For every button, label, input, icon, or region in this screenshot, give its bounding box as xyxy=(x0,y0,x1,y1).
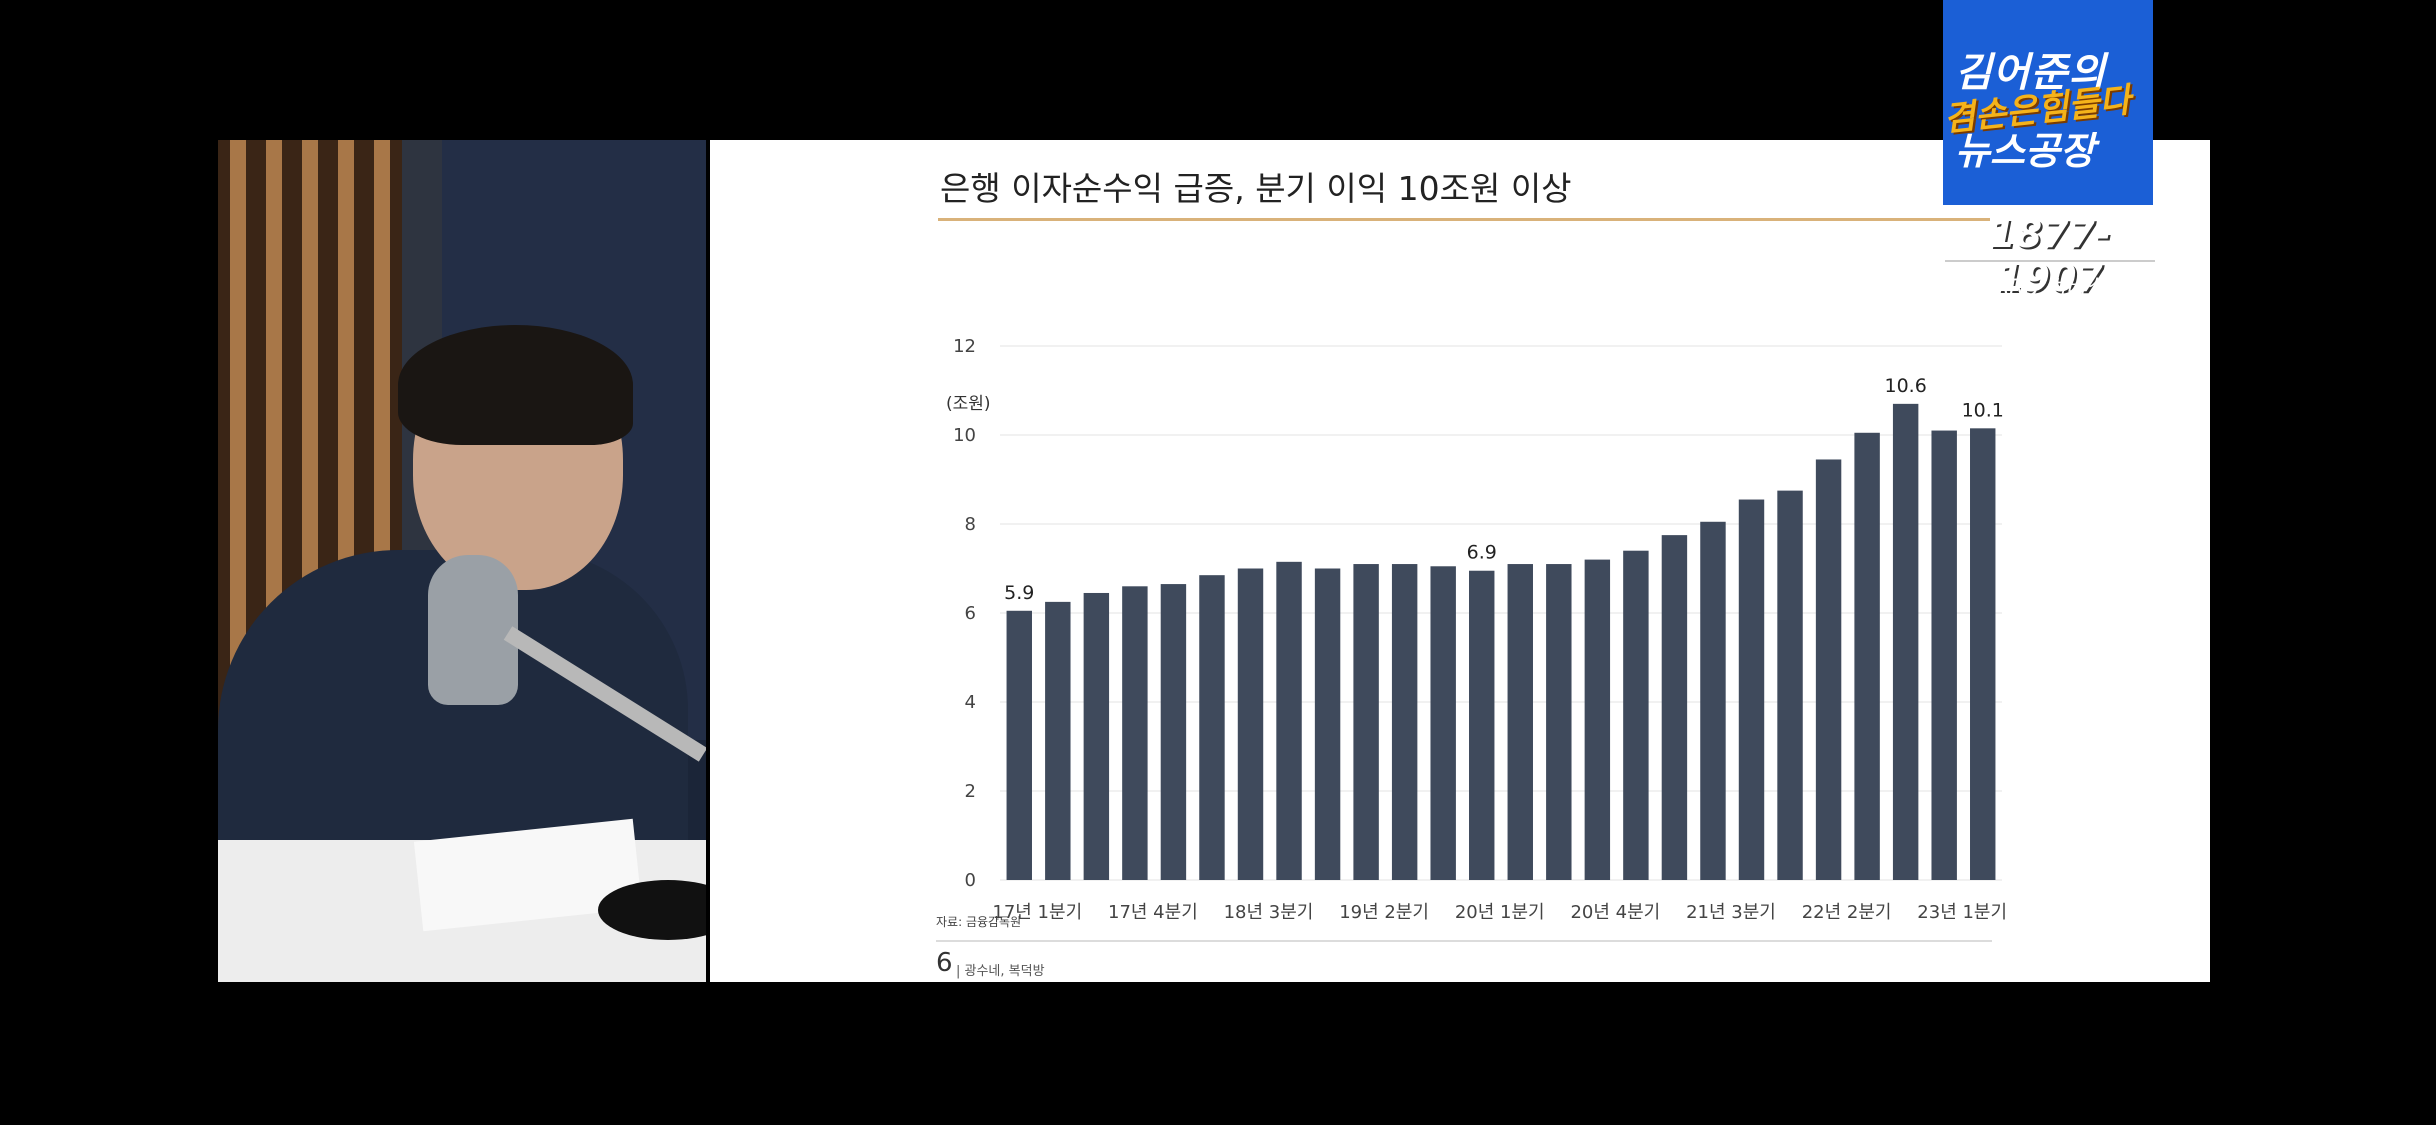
label-layer: 17년 1분기 17년 4분기 18년 3분기 19년 2분기 20년 1분기 20년 4… xyxy=(992,375,2007,920)
bar xyxy=(1160,584,1187,880)
program-logo: 김어준의 겸손은힘들다 뉴스공장 xyxy=(1942,0,2153,205)
bar xyxy=(1970,428,1996,880)
bar xyxy=(1083,592,1110,880)
bar xyxy=(1199,575,1225,880)
bar xyxy=(1854,432,1880,880)
y-tick-label: 0 xyxy=(965,870,976,891)
page-number: 6 xyxy=(936,948,953,978)
x-tick-label: 20년 4분기 xyxy=(1570,902,1660,920)
y-tick-label: 8 xyxy=(965,514,976,535)
bar xyxy=(1276,561,1302,880)
x-tick-label: 21년 3분기 xyxy=(1686,902,1776,920)
bar xyxy=(1892,403,1919,880)
wood-slat xyxy=(266,140,282,720)
bar xyxy=(1430,566,1456,880)
bar xyxy=(1353,564,1379,880)
bar xyxy=(1469,570,1495,880)
bar xyxy=(1623,550,1649,880)
bar xyxy=(1507,564,1533,880)
bar xyxy=(1314,568,1341,880)
x-tick-label: 17년 1분기 xyxy=(992,902,1082,920)
bar xyxy=(1738,499,1765,880)
x-tick-label: 20년 1분기 xyxy=(1455,902,1545,920)
microphone-base xyxy=(598,880,706,940)
microphone xyxy=(428,555,518,705)
host-hair xyxy=(398,325,633,445)
y-unit-label: (조원) xyxy=(946,394,991,414)
x-tick-label: 19년 2분기 xyxy=(1339,902,1429,920)
y-tick-label: 4 xyxy=(965,692,976,713)
x-tick-label: 18년 3분기 xyxy=(1224,902,1314,920)
footer-rule xyxy=(936,940,1992,942)
logo-line3: 뉴스공장 xyxy=(1955,129,2095,173)
data-label: 10.6 xyxy=(1884,375,1926,397)
bar xyxy=(1237,568,1264,880)
bar xyxy=(1777,490,1803,880)
data-label: 6.9 xyxy=(1467,542,1497,564)
logo-line1: 김어준의 xyxy=(1955,50,2107,96)
wood-slat xyxy=(230,140,246,720)
bar xyxy=(1931,430,1957,880)
bar xyxy=(1661,535,1688,880)
bar xyxy=(1700,521,1726,880)
bar xyxy=(1815,459,1842,880)
title-rule xyxy=(938,218,1990,221)
y-tick-label: 10 xyxy=(953,425,976,446)
bar xyxy=(1546,564,1572,880)
x-tick-label: 17년 4분기 xyxy=(1108,902,1198,920)
y-tick-label: 6 xyxy=(965,603,976,624)
data-label: 5.9 xyxy=(1004,582,1034,604)
y-tick-label: 12 xyxy=(953,336,976,357)
data-label: 10.1 xyxy=(1962,399,2004,421)
x-tick-label: 22년 2분기 xyxy=(1802,902,1892,920)
bar xyxy=(1006,610,1032,880)
footer-text: | 광수네, 복덕방 xyxy=(956,964,1045,979)
logo-subtitle: ARS 멤버십 xyxy=(1993,276,2106,301)
logo-years: 1877-1907 xyxy=(1989,212,2111,300)
bar xyxy=(1122,586,1148,880)
bar-chart: (조원) 0 2 4 6 8 10 12 17년 1분기 17년 4분기 18년 3분기 19년 … xyxy=(946,336,2007,920)
slide-title: 은행 이자순수익 급증, 분기 이익 10조원 이상 xyxy=(940,169,1572,208)
source-note: 자료: 금융감독원 xyxy=(936,915,1022,929)
bar xyxy=(1391,564,1418,880)
camera-feed xyxy=(218,140,706,982)
bar xyxy=(1584,559,1611,880)
bar xyxy=(1045,601,1071,880)
presentation-slide: 은행 이자순수익 급증, 분기 이익 10조원 이상 (조원) 0 2 4 6 8 10 1… xyxy=(710,140,2210,982)
logo-underline xyxy=(1945,260,2155,262)
y-tick-label: 2 xyxy=(965,781,976,802)
bar-layer xyxy=(1006,403,1996,880)
x-tick-label: 23년 1분기 xyxy=(1917,902,2007,920)
